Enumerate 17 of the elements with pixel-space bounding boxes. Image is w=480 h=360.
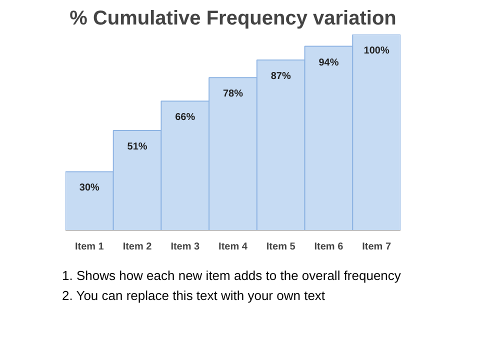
- x-tick-label: Item 4: [218, 242, 248, 252]
- data-label: 87%: [270, 70, 291, 82]
- x-tick-label: Item 3: [170, 242, 200, 252]
- chart-title: % Cumulative Frequency variation: [70, 8, 396, 30]
- data-label: 100%: [364, 46, 390, 56]
- text: 1. Shows how each new item adds to the overall frequency: [62, 268, 401, 283]
- data-label: 66%: [175, 112, 196, 124]
- data-label: 51%: [127, 142, 148, 153]
- text: 2. You can replace this text with your own text: [62, 288, 326, 303]
- x-tick-label: Item 6: [314, 242, 344, 252]
- x-tick-label: Item 5: [266, 242, 296, 252]
- x-tick-label: Item 1: [74, 242, 104, 252]
- x-tick-label: Item 7: [362, 242, 392, 252]
- data-label: 94%: [318, 57, 339, 68]
- data-label: 78%: [222, 88, 244, 100]
- data-label: 30%: [79, 182, 100, 194]
- x-tick-label: Item 2: [122, 242, 152, 252]
